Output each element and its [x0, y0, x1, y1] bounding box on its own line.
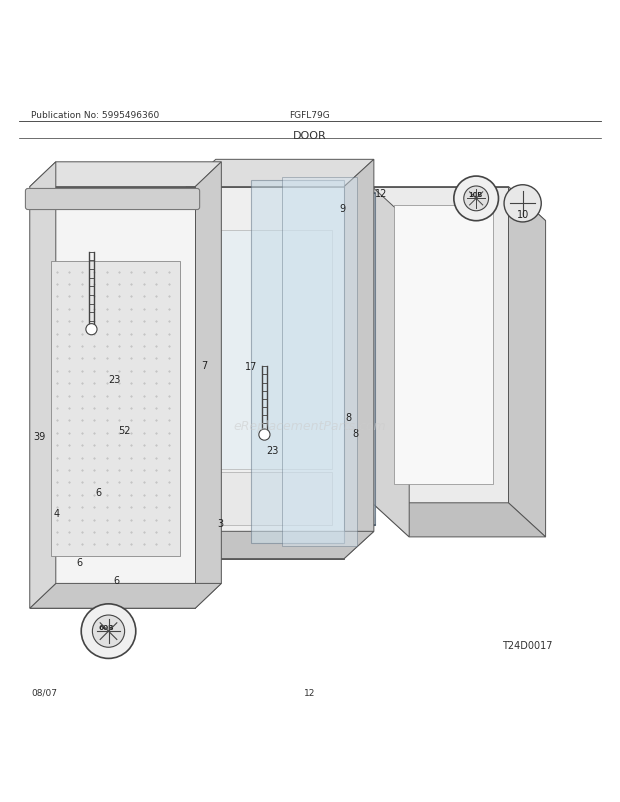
Circle shape: [259, 430, 270, 440]
Polygon shape: [372, 188, 409, 537]
Polygon shape: [186, 160, 374, 188]
Text: 8: 8: [345, 413, 352, 423]
Polygon shape: [508, 188, 546, 537]
Text: 6: 6: [113, 576, 120, 585]
Circle shape: [86, 324, 97, 335]
Text: 6: 6: [76, 557, 82, 567]
Text: 6: 6: [95, 488, 101, 497]
Polygon shape: [251, 181, 344, 544]
Circle shape: [92, 615, 125, 647]
Polygon shape: [208, 472, 332, 525]
Text: 10: 10: [516, 210, 529, 221]
Text: Publication No: 5995496360: Publication No: 5995496360: [31, 111, 159, 120]
Text: 17: 17: [245, 362, 257, 372]
Text: 10B: 10B: [469, 192, 482, 198]
Text: eReplacementParts.com: eReplacementParts.com: [234, 419, 386, 432]
Circle shape: [81, 604, 136, 658]
FancyBboxPatch shape: [25, 189, 200, 210]
Polygon shape: [51, 261, 180, 556]
Text: 52: 52: [118, 426, 130, 435]
Polygon shape: [195, 163, 221, 609]
Polygon shape: [372, 503, 546, 537]
Polygon shape: [208, 231, 332, 469]
Text: 39: 39: [33, 432, 45, 442]
Circle shape: [504, 185, 541, 223]
Polygon shape: [30, 188, 195, 609]
Text: 23: 23: [267, 446, 279, 456]
Circle shape: [454, 176, 498, 221]
Text: 08/07: 08/07: [31, 688, 57, 697]
Text: 12: 12: [374, 188, 387, 199]
Text: 23: 23: [108, 375, 121, 384]
Polygon shape: [282, 178, 356, 546]
Polygon shape: [344, 160, 374, 559]
Text: 60B: 60B: [99, 624, 115, 630]
Polygon shape: [186, 532, 374, 559]
Polygon shape: [372, 188, 508, 503]
Text: 8: 8: [353, 428, 359, 438]
Polygon shape: [186, 188, 344, 559]
Text: DOOR: DOOR: [293, 131, 327, 140]
Polygon shape: [394, 206, 493, 484]
Polygon shape: [30, 584, 221, 609]
Text: 4: 4: [54, 508, 60, 519]
Text: 9: 9: [339, 204, 345, 214]
Text: 7: 7: [202, 360, 208, 370]
Polygon shape: [30, 163, 221, 188]
Text: 12: 12: [304, 688, 316, 697]
Circle shape: [464, 187, 489, 212]
Text: 3: 3: [217, 519, 223, 529]
Polygon shape: [350, 193, 375, 525]
Polygon shape: [372, 188, 546, 221]
Text: FGFL79G: FGFL79G: [290, 111, 330, 120]
Text: T24D0017: T24D0017: [502, 640, 552, 650]
Polygon shape: [30, 163, 56, 609]
